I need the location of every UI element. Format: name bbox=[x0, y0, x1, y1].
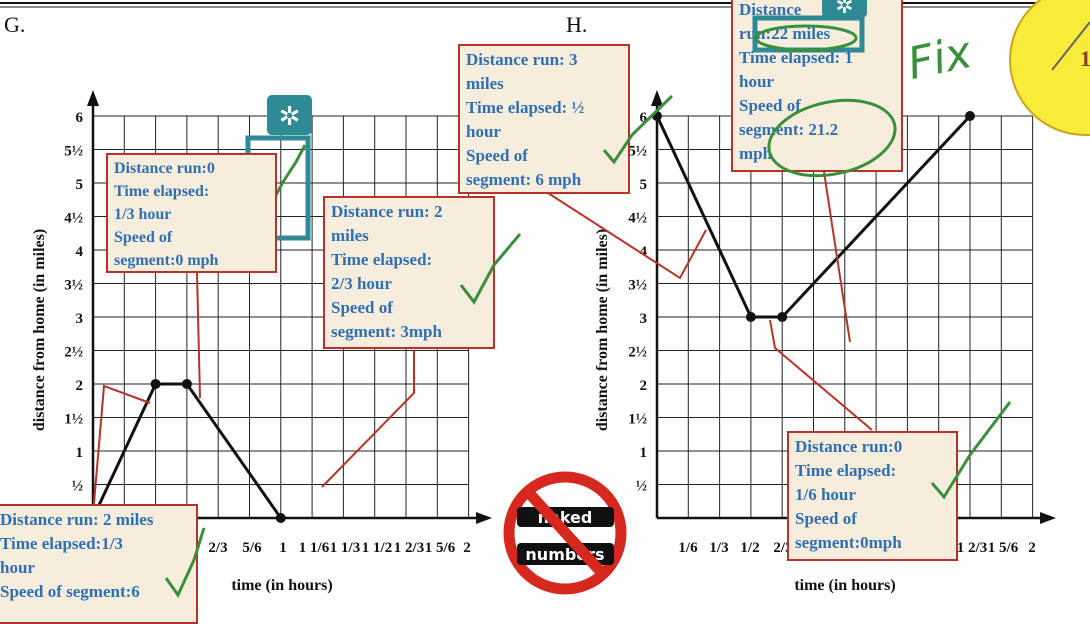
y-tick-label: 5½ bbox=[628, 144, 647, 160]
x-tick-label: 1 bbox=[279, 540, 287, 556]
x-tick-label: 1 1/2 bbox=[362, 540, 392, 556]
naked-numbers-badge: naked numbers bbox=[503, 471, 627, 595]
score-badge-number: 1 bbox=[1080, 46, 1090, 71]
y-tick-label: 6 bbox=[640, 110, 648, 126]
sparkle-icon[interactable]: ✲ bbox=[267, 95, 312, 135]
note-g-seg2: Distance run:0 Time elapsed: 1/3 hour Spee… bbox=[106, 153, 277, 273]
data-point bbox=[652, 111, 662, 121]
data-point bbox=[965, 111, 976, 121]
graph-h-series-line bbox=[655, 114, 972, 319]
note-h-seg3: Distance run:22 miles Time elapsed: 1 hour… bbox=[731, 0, 903, 172]
y-tick-label: ½ bbox=[636, 479, 647, 495]
graph-h-x-ticks: 1/6 1/3 1/2 2/3 1 2/3 1 5/6 2 bbox=[678, 540, 1035, 556]
graph-g-letter: G. bbox=[4, 12, 26, 37]
y-tick-label: 2 bbox=[640, 378, 648, 394]
x-tick-label: 1/6 bbox=[678, 540, 698, 556]
x-tick-label: 2 bbox=[1028, 540, 1036, 556]
y-tick-label: 4 bbox=[640, 244, 648, 260]
y-tick-label: 5 bbox=[640, 177, 648, 193]
leader-g-seg3 bbox=[321, 350, 415, 488]
svg-text:✲: ✲ bbox=[279, 102, 301, 132]
y-tick-label: 4 bbox=[76, 244, 84, 260]
graph-g-x-axis-label: time (in hours) bbox=[231, 577, 332, 594]
y-tick-label: 2½ bbox=[628, 345, 647, 361]
graph-h-y-axis-label: distance from home (in miles) bbox=[594, 229, 611, 431]
y-tick-label: 3 bbox=[640, 311, 648, 327]
graph-h-y-ticks: ½ 1 1½ 2 2½ 3 3½ 4 4½ 5 5½ 6 bbox=[628, 110, 647, 495]
data-point bbox=[777, 312, 788, 322]
y-tick-label: 6 bbox=[76, 110, 84, 126]
graph-h-x-axis-label: time (in hours) bbox=[794, 577, 895, 594]
handwritten-fix: Fix bbox=[903, 27, 977, 90]
y-tick-label: 5 bbox=[76, 177, 84, 193]
y-tick-label: 1½ bbox=[64, 412, 83, 428]
y-tick-label: 1 bbox=[640, 445, 648, 461]
leader-h-seg2 bbox=[769, 319, 873, 431]
x-tick-label: 5/6 bbox=[242, 540, 262, 556]
x-tick-label: 1 1/3 bbox=[330, 540, 360, 556]
data-point bbox=[275, 513, 286, 523]
graph-g-x-ticks: 2/3 5/6 1 1 1/6 1 1/3 1 1/2 1 2/3 1 5/6 2 bbox=[208, 540, 470, 556]
y-tick-label: ½ bbox=[72, 479, 83, 495]
y-tick-label: 4½ bbox=[64, 211, 83, 227]
x-tick-label: 1 2/3 bbox=[394, 540, 424, 556]
leader-g-seg2 bbox=[196, 271, 201, 399]
y-tick-label: 1½ bbox=[628, 412, 647, 428]
y-tick-label: 5½ bbox=[64, 144, 83, 160]
note-g-seg3: Distance run: 2 miles Time elapsed: 2/3 ho… bbox=[323, 196, 495, 349]
leader-g-seg1 bbox=[92, 384, 151, 516]
note-h-seg1: Distance run: 3 miles Time elapsed: ½ hour… bbox=[458, 44, 630, 194]
graph-g-y-axis-label: distance from home (in miles) bbox=[31, 229, 48, 431]
x-tick-label: 1/2 bbox=[740, 540, 759, 556]
graph-h-letter: H. bbox=[566, 12, 588, 37]
x-tick-label: 2 bbox=[463, 540, 471, 556]
score-badge: 1 bbox=[1009, 0, 1090, 136]
x-tick-label: 2/3 bbox=[208, 540, 227, 556]
data-point bbox=[150, 379, 161, 389]
graph-g-series-line bbox=[91, 382, 283, 519]
data-point bbox=[745, 312, 756, 322]
leader-h-seg3 bbox=[823, 171, 851, 343]
x-tick-label: 1 5/6 bbox=[988, 540, 1019, 556]
note-g-seg1: Distance run: 2 miles Time elapsed:1/3 ho… bbox=[0, 504, 198, 624]
x-tick-label: 1 1/6 bbox=[299, 540, 330, 556]
y-tick-label: 3 bbox=[76, 311, 84, 327]
y-tick-label: 3½ bbox=[64, 278, 83, 294]
x-tick-label: 1/3 bbox=[709, 540, 728, 556]
y-tick-label: 2½ bbox=[64, 345, 83, 361]
note-h-seg2: Distance run:0 Time elapsed: 1/6 hour Spee… bbox=[787, 431, 958, 561]
x-tick-label: 1 2/3 bbox=[957, 540, 987, 556]
graph-g-y-ticks: ½ 1 1½ 2 2½ 3 3½ 4 4½ 5 5½ 6 bbox=[64, 110, 83, 495]
y-tick-label: 2 bbox=[76, 378, 84, 394]
x-tick-label: 1 5/6 bbox=[425, 540, 456, 556]
y-tick-label: 1 bbox=[76, 445, 84, 461]
y-tick-label: 3½ bbox=[628, 278, 647, 294]
y-tick-label: 4½ bbox=[628, 211, 647, 227]
data-point bbox=[181, 379, 192, 389]
leader-h-seg1 bbox=[547, 192, 707, 280]
